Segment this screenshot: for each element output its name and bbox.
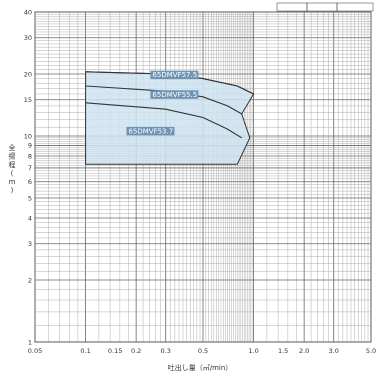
y-tick-label: 7 [28,164,32,172]
operating-range-area [85,71,255,165]
x-tick-label: 3.0 [329,347,339,355]
x-tick-label: 0.1 [80,347,90,355]
header-box [336,2,374,12]
plot-area: 65DMVF57.5 65DMVF55.5 65DMVF53.7 [85,70,255,165]
y-tick-label: 6 [28,178,32,186]
series-curve-65DMVF55.5 [85,85,242,115]
y-tick-label: 40 [24,8,32,16]
y-tick-label: 15 [24,96,32,104]
y-tick-label: 9 [28,142,32,150]
y-tick-label: 8 [28,152,32,160]
y-tick-label: 30 [24,34,32,42]
series-label-bg [150,70,199,80]
series-curve-65DMVF57.5 [85,71,254,95]
y-tick-label: 10 [24,132,32,140]
series-label-bg [150,90,199,99]
y-tick-label: 1 [28,338,32,346]
x-tick-label: 0.2 [131,347,141,355]
y-axis-label: 全揚程(m) [9,143,16,195]
x-tick-label: 0.5 [198,347,208,355]
x-tick-label: 0.05 [28,347,42,355]
y-tick-label: 20 [24,70,32,78]
chart-grid [34,11,372,343]
x-tick-label: 2.0 [299,347,309,355]
header-box [306,2,338,12]
x-tick-label: 0.15 [108,347,122,355]
y-tick-label: 3 [28,240,32,248]
x-tick-label: 0.3 [161,347,171,355]
header-label-boxes [276,2,374,12]
x-tick-label: 5.0 [366,347,376,355]
y-tick-label: 5 [28,194,32,202]
y-tick-labels: 1 2 3 4 5 6 7 8 9 10 15 20 30 40 [24,8,32,346]
series-curve-65DMVF53.7 [85,102,242,139]
y-tick-label: 4 [28,214,32,222]
y-tick-label: 2 [28,276,32,284]
x-tick-label: 1.0 [248,347,258,355]
header-box [276,2,308,12]
x-axis-label: 吐出し量（㎥/min） [168,363,233,372]
series-label: 65DMVF57.5 [152,71,197,79]
x-tick-labels: 0.05 0.1 0.15 0.2 0.3 0.5 1.0 1.5 2.0 3.0 5.0 [28,347,376,355]
x-tick-label: 1.5 [278,347,288,355]
series-label: 65DMVF55.5 [152,91,197,99]
series-label-bg [126,126,175,136]
series-label: 65DMVF53.7 [128,127,173,135]
